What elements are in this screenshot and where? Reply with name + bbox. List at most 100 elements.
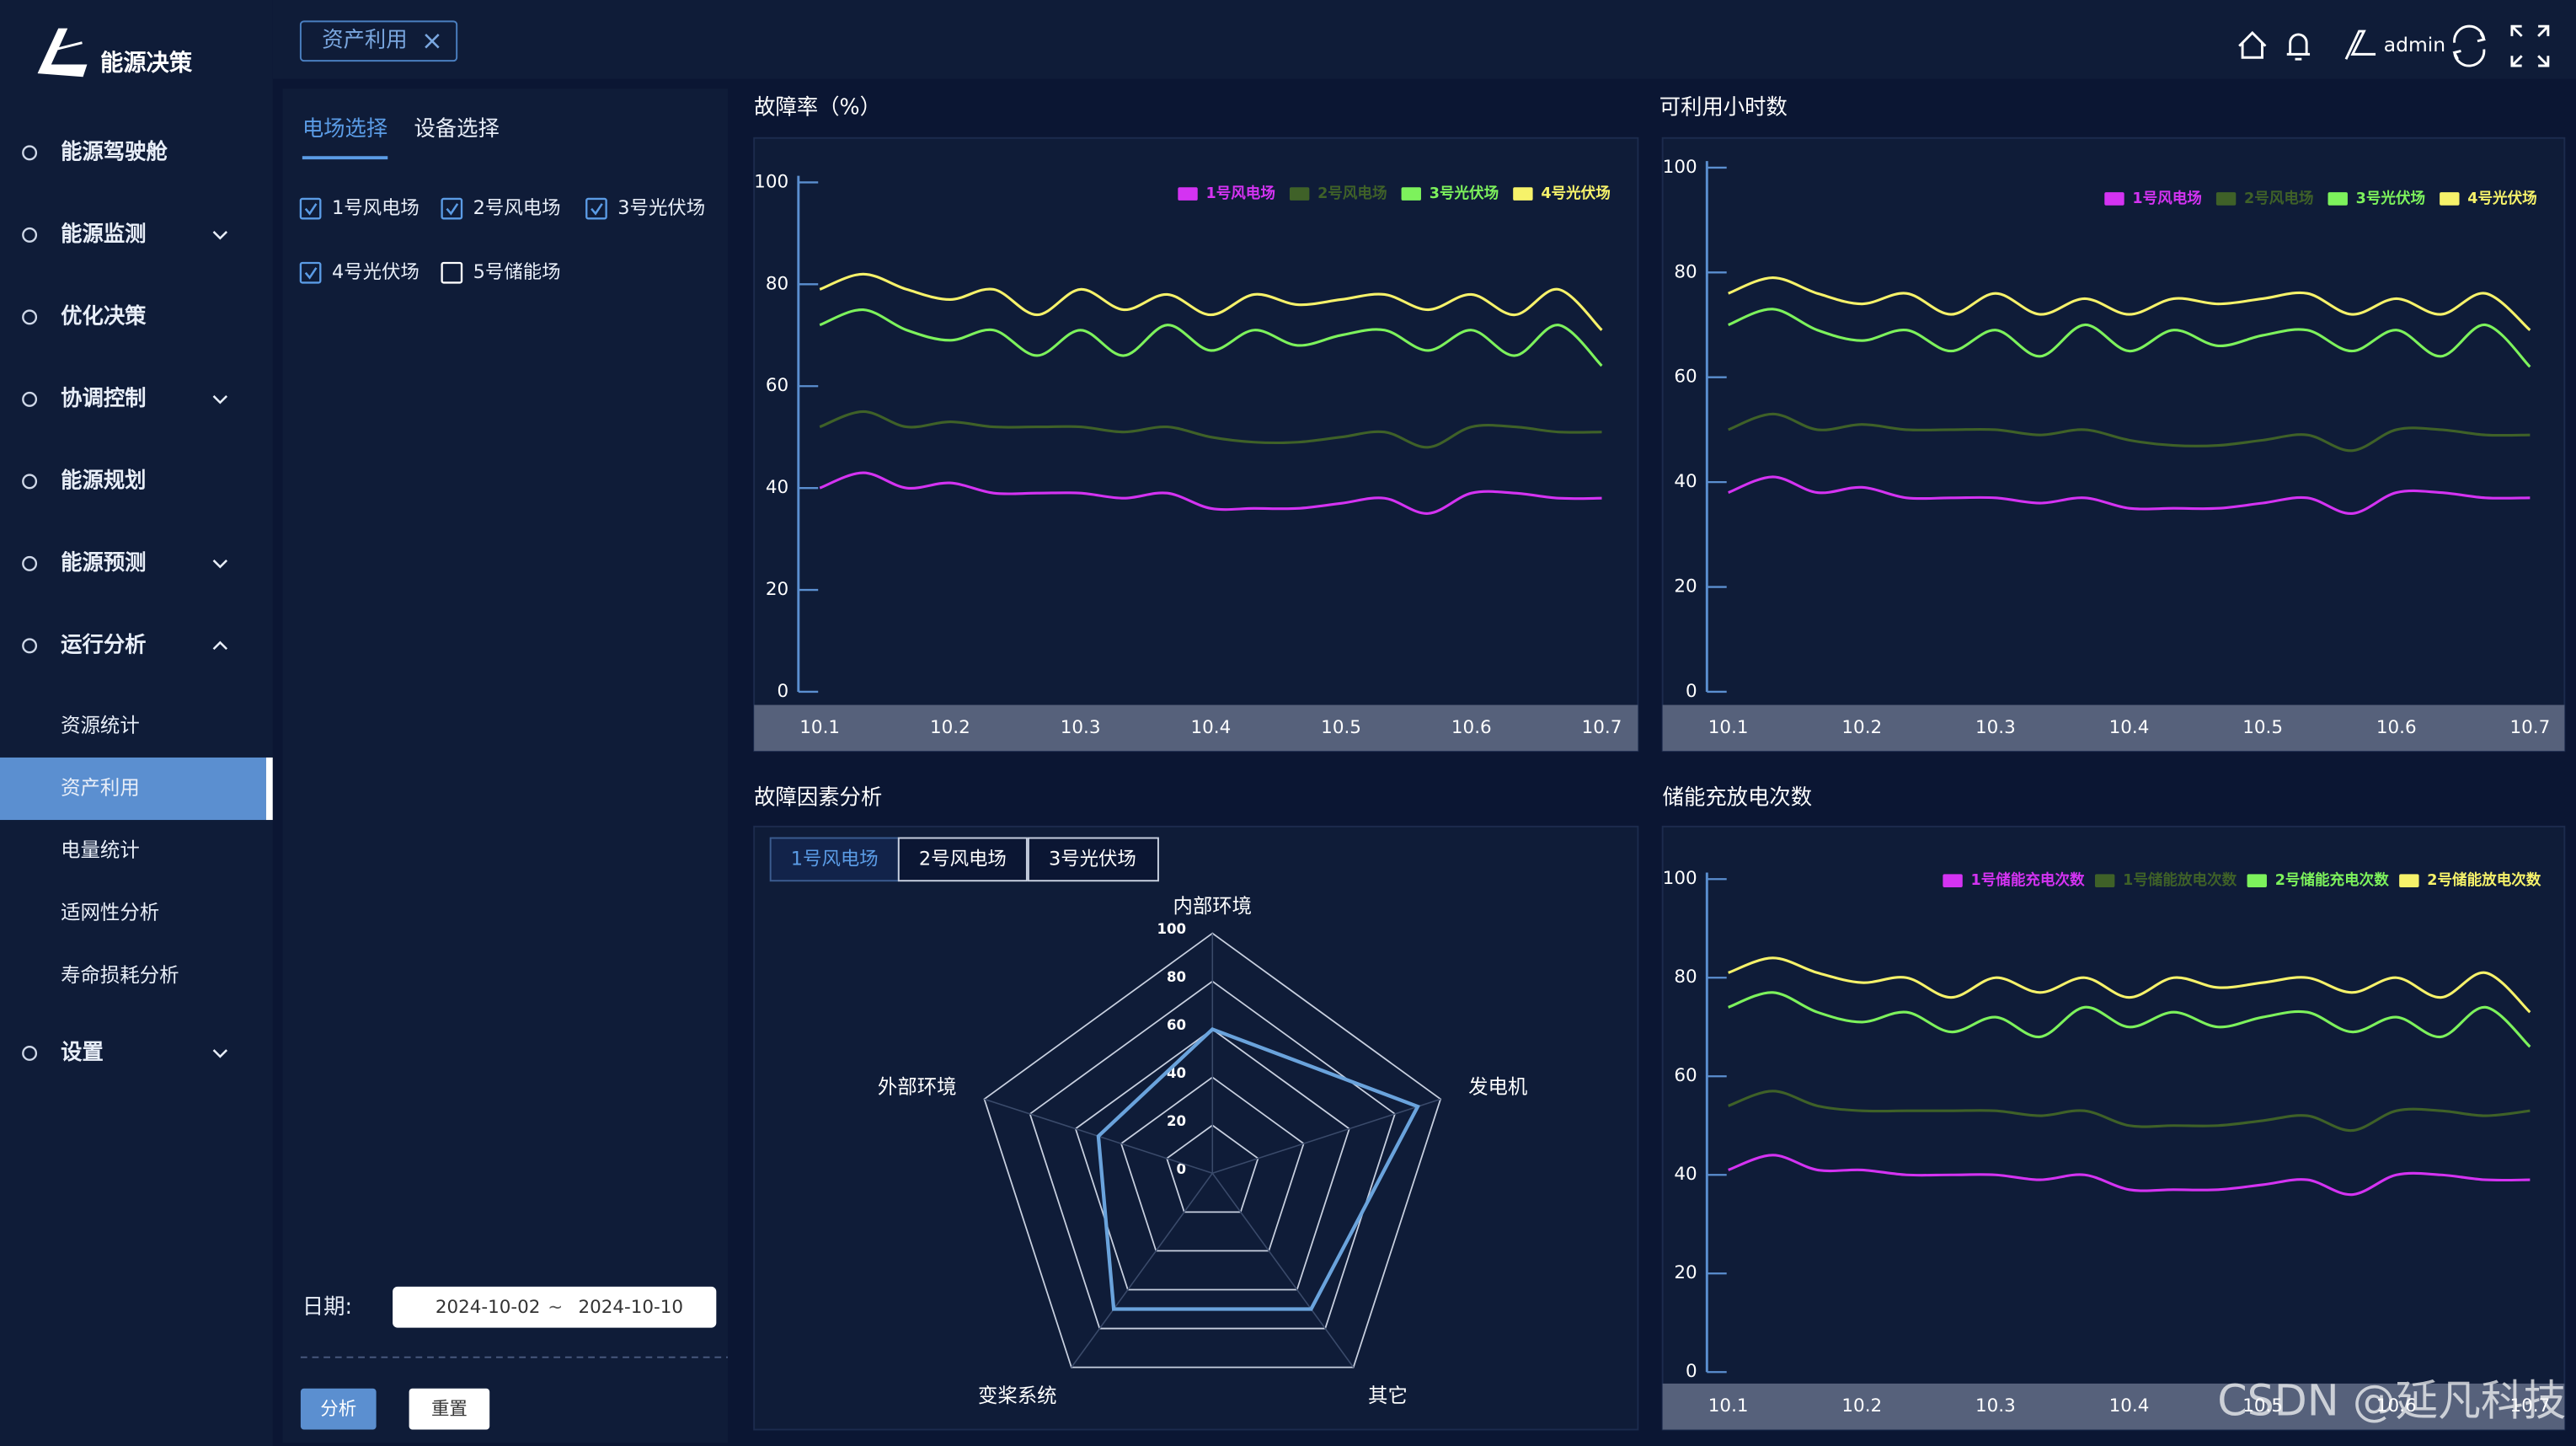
date-start[interactable]: 2024-10-02 xyxy=(436,1297,541,1318)
y-tick-label: 80 xyxy=(1674,261,1697,282)
menu-item[interactable]: 优化决策 xyxy=(61,303,147,328)
legend-swatch xyxy=(1401,187,1421,201)
menu-item[interactable]: 能源驾驶舱 xyxy=(61,138,168,163)
button-label[interactable]: 分析 xyxy=(320,1399,356,1420)
menu-icon xyxy=(22,474,38,490)
legend-label[interactable]: 4号光伏场 xyxy=(1541,185,1610,202)
checkbox-label[interactable]: 3号光伏场 xyxy=(617,197,705,219)
x-tick-label: 10.4 xyxy=(1190,717,1231,738)
radar-spoke xyxy=(1071,1172,1213,1368)
menu-item[interactable]: 设置 xyxy=(61,1039,104,1064)
open-tab[interactable] xyxy=(299,20,458,62)
legend-label[interactable]: 1号储能充电次数 xyxy=(1971,871,2085,889)
checkbox[interactable] xyxy=(441,197,463,220)
x-tick-label: 10.3 xyxy=(1975,1395,2016,1417)
x-tick-label: 10.1 xyxy=(1708,1395,1749,1417)
series-line xyxy=(1728,475,2531,516)
menu-arrow xyxy=(212,231,228,240)
menu-item[interactable]: 协调控制 xyxy=(61,385,146,410)
series-line xyxy=(819,410,1602,449)
logo-text: 能源决策 xyxy=(100,50,193,77)
chart-title: 故障因素分析 xyxy=(754,785,882,810)
submenu-item[interactable]: 资产利用 xyxy=(61,776,140,800)
legend-label[interactable]: 2号风电场 xyxy=(2244,190,2313,207)
button-label[interactable]: 重置 xyxy=(431,1399,468,1420)
checkbox-label[interactable]: 4号光伏场 xyxy=(332,261,420,283)
fullscreen-icon[interactable] xyxy=(2510,24,2550,67)
radar-tab-label[interactable]: 1号风电场 xyxy=(791,848,879,870)
refresh-icon[interactable] xyxy=(2452,24,2486,67)
checkbox[interactable] xyxy=(299,197,322,220)
date-separator: ~ xyxy=(548,1297,563,1318)
date-range[interactable] xyxy=(393,1286,717,1328)
checkbox-label[interactable]: 1号风电场 xyxy=(332,197,420,219)
legend-label[interactable]: 3号光伏场 xyxy=(1430,185,1499,202)
y-tick-label: 100 xyxy=(1663,868,1697,889)
legend-label[interactable]: 4号光伏场 xyxy=(2467,190,2536,207)
radar-tab-label[interactable]: 2号风电场 xyxy=(919,848,1007,870)
legend-swatch xyxy=(2399,874,2419,887)
date-end[interactable]: 2024-10-10 xyxy=(578,1297,683,1318)
chart-panel xyxy=(1661,137,2566,752)
checkbox-label[interactable]: 2号风电场 xyxy=(473,197,561,219)
checkbox-label[interactable]: 5号储能场 xyxy=(473,261,561,283)
radar-tab[interactable] xyxy=(1027,837,1159,882)
submenu-item[interactable]: 适网性分析 xyxy=(61,901,159,924)
legend-label[interactable]: 1号风电场 xyxy=(2132,190,2201,207)
legend-label[interactable]: 3号光伏场 xyxy=(2356,190,2425,207)
checkbox[interactable] xyxy=(441,261,463,284)
filter-tab[interactable]: 设备选择 xyxy=(414,115,499,141)
button[interactable] xyxy=(409,1388,490,1430)
tab-close[interactable] xyxy=(425,34,440,49)
menu-item[interactable]: 能源监测 xyxy=(61,221,146,246)
filter-tab-underline xyxy=(302,156,388,160)
submenu-item[interactable]: 寿命损耗分析 xyxy=(61,963,179,987)
legend-label[interactable]: 1号风电场 xyxy=(1205,185,1275,202)
radar-ring xyxy=(1074,1028,1350,1291)
open-tab-label[interactable]: 资产利用 xyxy=(322,27,407,52)
submenu-item[interactable]: 电量统计 xyxy=(61,838,140,862)
x-tick-label: 10.1 xyxy=(1708,717,1749,738)
submenu-item[interactable]: 资源统计 xyxy=(61,713,140,736)
y-tick-label: 100 xyxy=(754,171,788,192)
y-tick-label: 0 xyxy=(777,681,788,702)
logo-icon xyxy=(37,28,88,78)
menu-item[interactable]: 运行分析 xyxy=(61,631,146,656)
legend-swatch xyxy=(1943,874,1963,887)
watermark: CSDN @延凡科技 xyxy=(2217,1375,2566,1425)
radar-ring xyxy=(1166,1124,1259,1213)
dynamic: 能源驾驶舱能源监测优化决策协调控制能源规划能源预测运行分析资源统计资产利用电量统… xyxy=(0,94,2566,1431)
filter-tab[interactable]: 电场选择 xyxy=(302,115,387,141)
home-icon[interactable] xyxy=(2238,30,2267,59)
radar-indicator: 外部环境 xyxy=(878,1075,957,1099)
checkbox[interactable] xyxy=(299,261,322,284)
legend-label[interactable]: 2号储能充电次数 xyxy=(2275,871,2389,889)
chart-title: 可利用小时数 xyxy=(1659,94,1788,120)
user-name[interactable]: admin xyxy=(2384,33,2445,56)
radar-indicator: 变桨系统 xyxy=(978,1384,1057,1407)
button[interactable] xyxy=(300,1388,377,1430)
menu-icon xyxy=(22,555,38,571)
menu-icon xyxy=(22,309,38,325)
radar-tab[interactable] xyxy=(897,837,1028,882)
checkmark xyxy=(446,203,459,216)
menu-item[interactable]: 能源规划 xyxy=(61,467,146,492)
checkmark xyxy=(304,203,318,216)
legend-label[interactable]: 2号储能放电次数 xyxy=(2427,871,2541,889)
series-line xyxy=(1728,412,2531,453)
x-tick-label: 10.3 xyxy=(1975,717,2016,738)
x-tick-label: 10.4 xyxy=(2109,717,2150,738)
chart-title: 储能充放电次数 xyxy=(1663,785,1812,810)
bell-icon[interactable] xyxy=(2286,33,2311,61)
legend-label[interactable]: 2号风电场 xyxy=(1317,185,1387,202)
x-tick-label: 10.6 xyxy=(2376,717,2417,738)
y-tick-label: 100 xyxy=(1663,157,1697,178)
legend-swatch xyxy=(2327,192,2348,206)
legend-label[interactable]: 1号储能放电次数 xyxy=(2123,871,2237,889)
legend-swatch xyxy=(2215,192,2237,206)
menu-item[interactable]: 能源预测 xyxy=(61,549,146,575)
checkbox[interactable] xyxy=(585,197,607,220)
radar-tab-label[interactable]: 3号光伏场 xyxy=(1049,848,1136,870)
y-tick-label: 60 xyxy=(1674,367,1697,388)
